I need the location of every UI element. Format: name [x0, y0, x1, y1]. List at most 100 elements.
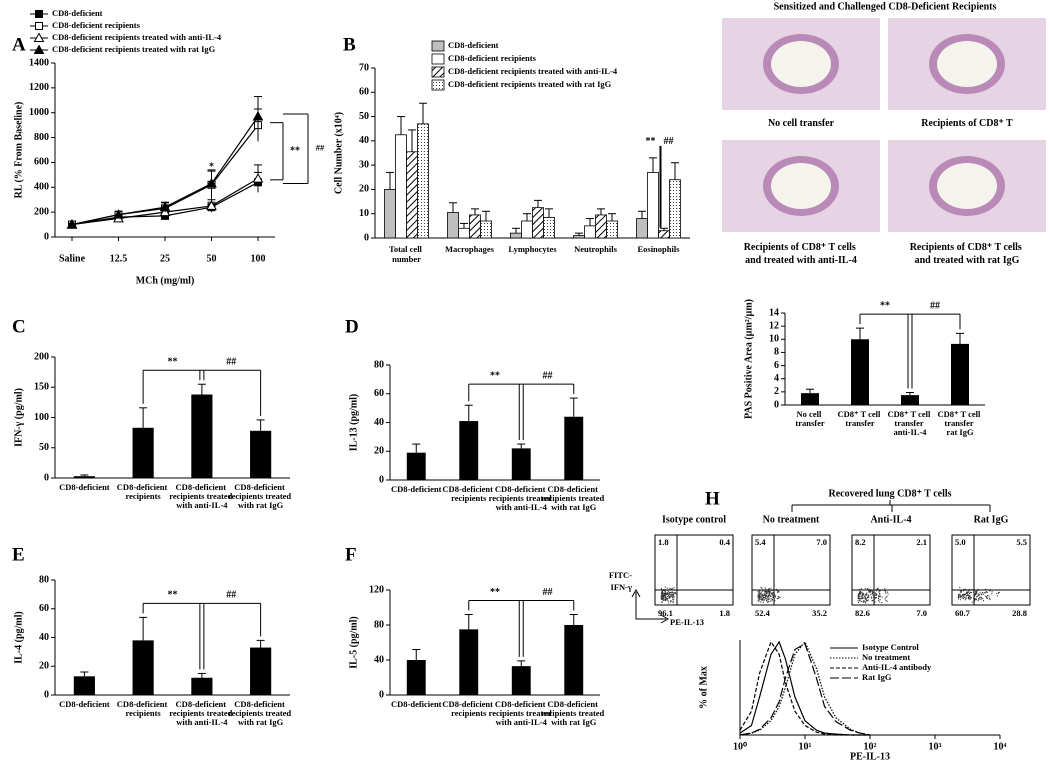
bar: [595, 214, 607, 239]
cell-dot: [666, 587, 668, 589]
cell-dot: [867, 594, 870, 596]
cell-dot: [982, 599, 985, 602]
cell-dot: [662, 589, 664, 591]
cell-dot: [773, 594, 776, 596]
cell-dot: [976, 591, 978, 593]
cell-dot: [760, 598, 762, 600]
cell-dot: [878, 591, 880, 593]
cell-dot: [670, 588, 672, 590]
cell-dot: [960, 591, 962, 593]
cell-dot: [776, 597, 778, 600]
cell-dot: [859, 599, 861, 601]
cell-dot: [862, 601, 864, 603]
y-axis-label: IL-5 (pg/ml): [348, 616, 359, 669]
bar: [564, 625, 584, 695]
cell-dot: [866, 587, 868, 590]
cell-dot: [771, 600, 773, 602]
bar: [480, 220, 492, 239]
cell-dot: [664, 596, 666, 599]
x-tick-label: No cell transfer: [795, 409, 824, 428]
cell-dot: [779, 596, 781, 598]
dot-plot-frame: [851, 534, 931, 606]
cell-dot: [872, 596, 875, 598]
cell-dot: [859, 591, 861, 593]
bar: [250, 430, 272, 478]
cell-dot: [868, 591, 870, 593]
panel-title: Sensitized and Challenged CD8-Deficient …: [774, 1, 997, 12]
bar: [636, 218, 648, 239]
cell-dot: [986, 596, 988, 598]
cell-dot: [772, 595, 774, 597]
dot-x-label: PE-IL-13: [670, 617, 704, 627]
cell-dot: [883, 589, 885, 591]
cell-dot: [985, 597, 988, 599]
x-tick-label: 10¹: [799, 741, 812, 752]
cell-dot: [961, 597, 963, 599]
cell-dot: [962, 593, 964, 596]
bar: [406, 151, 418, 239]
cell-dot: [770, 587, 772, 589]
cell-dot: [775, 596, 777, 598]
cell-dot: [978, 597, 981, 599]
cell-dot: [766, 592, 768, 595]
cell-dot: [981, 591, 984, 594]
marker: [252, 110, 264, 121]
cell-dot: [864, 601, 867, 603]
cell-dot: [887, 593, 889, 595]
x-tick-label: CD8⁺ T cell transfer: [837, 409, 882, 428]
cell-dot: [764, 592, 766, 594]
bar: [406, 452, 426, 480]
cell-dot: [886, 595, 888, 597]
legend-label: CD8-deficient recipients treated with ra…: [448, 79, 612, 89]
bar: [543, 216, 555, 239]
bar: [951, 343, 969, 405]
cell-dot: [858, 588, 861, 591]
bar: [132, 427, 154, 478]
y-tick-label: 1200: [29, 82, 49, 93]
cell-dot: [773, 590, 775, 592]
series-line: [739, 640, 871, 736]
marker: [33, 32, 45, 42]
cell-dot: [885, 596, 887, 598]
y-tick-label: 0: [44, 231, 49, 242]
cell-dot: [757, 599, 759, 601]
cell-dot: [765, 595, 767, 597]
y-tick-label: 0: [774, 399, 779, 410]
cell-dot: [864, 595, 866, 597]
cell-dot: [669, 593, 671, 595]
x-tick-label: CD8-deficient recipients treated with an…: [169, 482, 234, 510]
x-tick-label: CD8-deficient: [391, 699, 442, 709]
bar: [511, 448, 531, 480]
cell-dot: [884, 598, 886, 600]
y-axis-label: % of Max: [698, 666, 709, 709]
cell-dot: [671, 592, 673, 594]
cell-dot: [767, 589, 769, 591]
legend-label: Anti-IL-4 antibody: [862, 662, 932, 672]
cell-dot: [988, 597, 991, 599]
annotation: **: [168, 590, 178, 601]
cell-dot: [959, 589, 961, 592]
cell-dot: [866, 592, 868, 594]
cell-dot: [874, 592, 877, 594]
y-axis-label: IL-4 (pg/ml): [13, 611, 24, 664]
cell-dot: [672, 594, 674, 596]
cell-dot: [860, 598, 862, 600]
cell-dot: [857, 601, 860, 603]
cell-dot: [763, 590, 765, 592]
y-tick-label: 800: [34, 132, 49, 143]
annotation: **: [880, 300, 890, 311]
cell-dot: [672, 588, 674, 590]
x-axis-label: MCh (mg/ml): [136, 275, 195, 286]
cell-dot: [975, 592, 977, 594]
cell-dot: [666, 592, 668, 595]
annotation: **: [646, 136, 656, 147]
x-tick-label: CD8⁺ T cell transfer rat IgG: [937, 409, 982, 437]
cell-dot: [867, 595, 869, 597]
cell-dot: [967, 591, 969, 593]
cell-dot: [671, 591, 673, 593]
cell-dot: [669, 589, 672, 591]
bar: [459, 421, 479, 480]
cell-dot: [969, 591, 972, 593]
y-tick-label: 10: [769, 334, 779, 345]
cell-dot: [982, 593, 984, 595]
